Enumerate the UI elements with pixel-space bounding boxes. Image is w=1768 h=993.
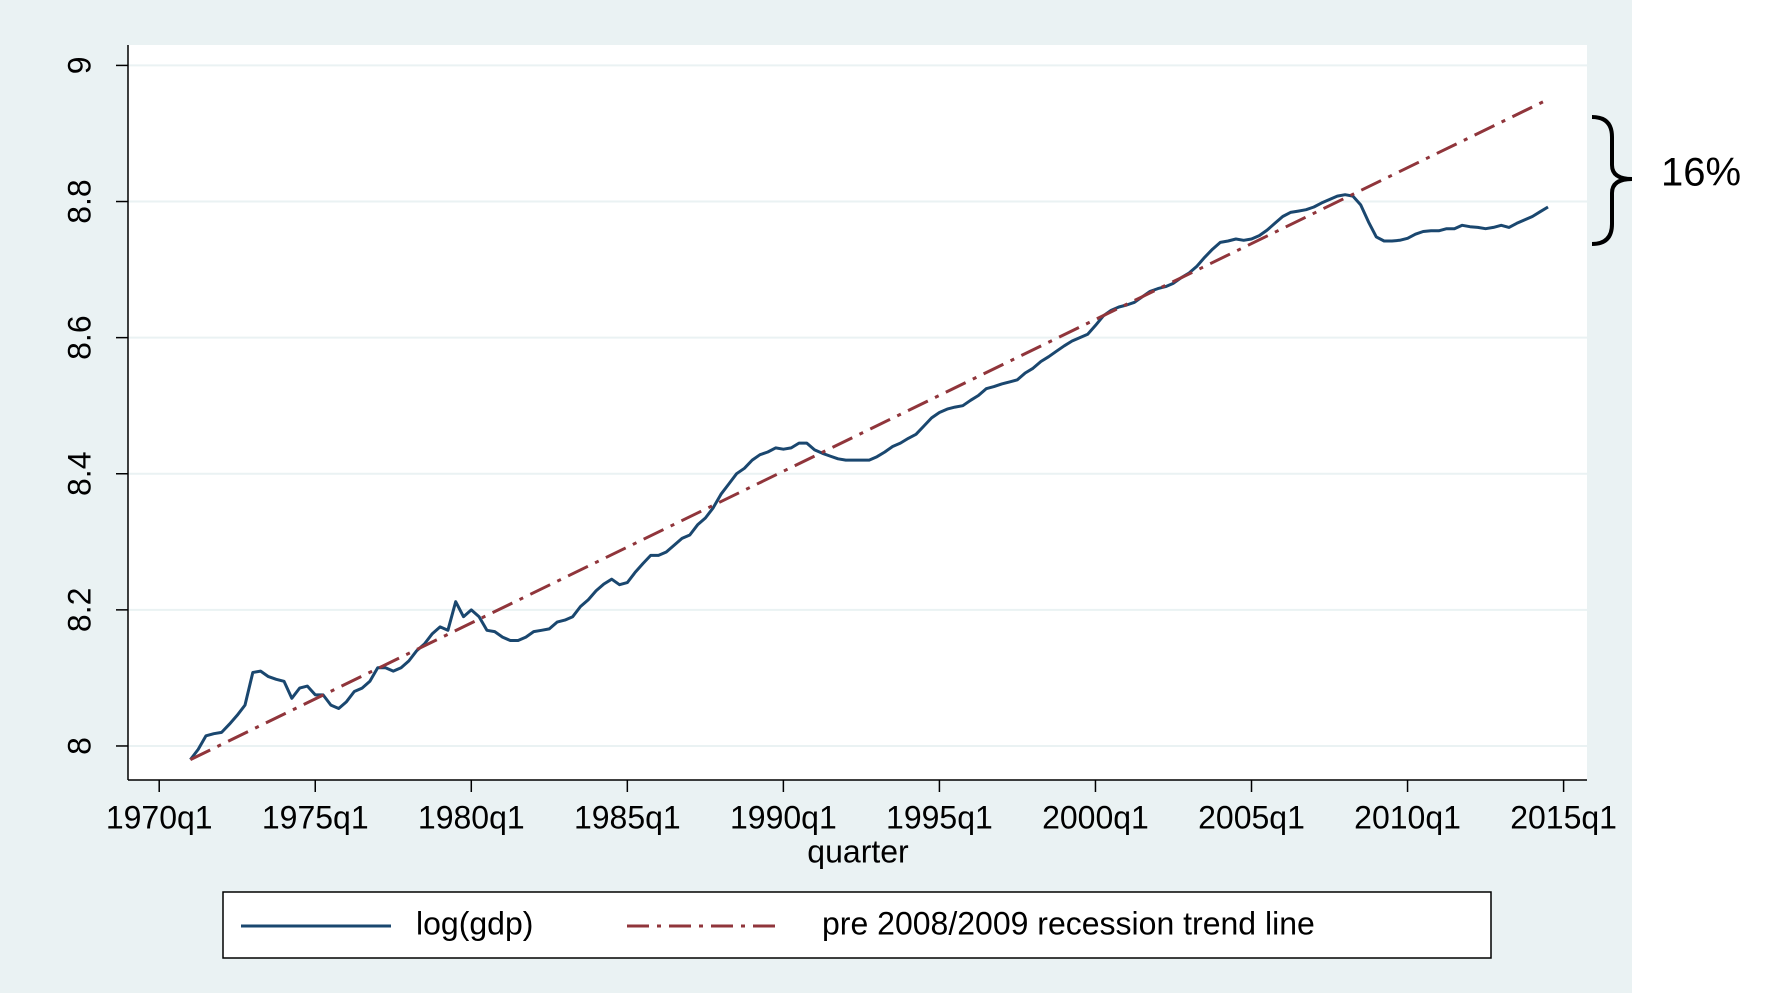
brace (1591, 115, 1633, 246)
annotation: 16% (1661, 151, 1741, 195)
legend-box (222, 891, 1492, 959)
y-tick-label: 9 (61, 57, 97, 75)
y-tick-label: 8.8 (61, 179, 97, 223)
x-tick-label: 1995q1 (886, 799, 993, 835)
x-tick-label: 2005q1 (1198, 799, 1305, 835)
x-tick-label: 1985q1 (574, 799, 681, 835)
x-tick-label: 2000q1 (1042, 799, 1149, 835)
x-tick-label: 2015q1 (1510, 799, 1617, 835)
y-tick-label: 8.4 (61, 452, 97, 496)
line-series (189, 193, 1549, 761)
x-tick-label: 2010q1 (1354, 799, 1461, 835)
legend-label: log(gdp) (416, 905, 533, 941)
x-axis-label: quarter (807, 833, 909, 869)
x-tick-label: 1980q1 (418, 799, 525, 835)
y-tick-label: 8.6 (61, 315, 97, 359)
x-tick-label: 1975q1 (262, 799, 369, 835)
y-tick-label: 8 (61, 737, 97, 755)
plot-area (128, 45, 1587, 780)
legend-label: pre 2008/2009 recession trend line (822, 905, 1315, 941)
y-tick-label: 8.2 (61, 588, 97, 632)
x-tick-label: 1990q1 (730, 799, 837, 835)
x-tick-label: 1970q1 (106, 799, 213, 835)
